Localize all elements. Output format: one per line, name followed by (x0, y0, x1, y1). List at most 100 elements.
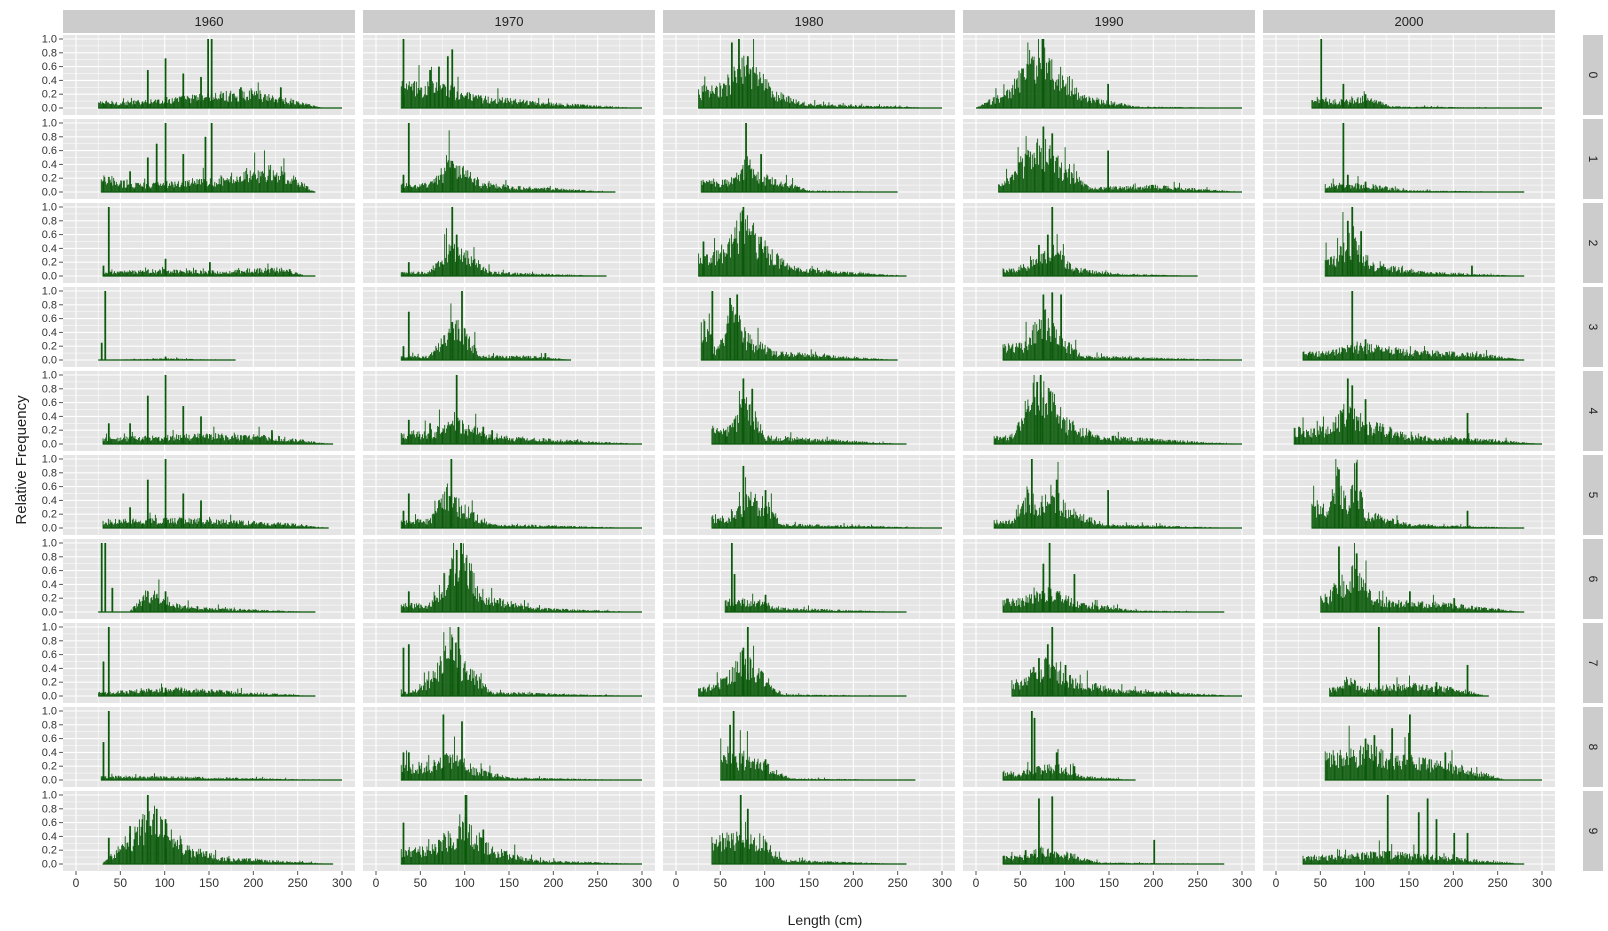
histogram-bar (167, 596, 169, 612)
histogram-bar (318, 106, 320, 108)
histogram-bar (540, 103, 542, 108)
histogram-bar (203, 359, 205, 360)
histogram-bar (195, 851, 197, 864)
histogram-bar (538, 357, 540, 360)
histogram-bar (209, 435, 211, 444)
histogram-bar (146, 778, 147, 780)
histogram-bar (610, 527, 611, 528)
histogram-bar (462, 513, 464, 528)
histogram-bar (255, 436, 256, 444)
histogram-bar (514, 188, 516, 192)
histogram-bar (495, 693, 497, 696)
histogram-bar (540, 273, 542, 276)
histogram-bar (477, 356, 479, 360)
histogram-bar (248, 778, 250, 780)
histogram-bar (115, 850, 117, 864)
histogram-bar (529, 526, 531, 528)
histogram-bar (496, 773, 498, 780)
histogram-bar (433, 591, 435, 612)
histogram-bar (573, 190, 575, 192)
histogram-bar (571, 274, 572, 276)
histogram-bar (490, 602, 492, 612)
histogram-bar (538, 97, 540, 108)
histogram-bar (578, 526, 580, 528)
histogram-bar (554, 105, 556, 108)
histogram-bar (446, 345, 447, 360)
histogram-bar (296, 185, 298, 192)
histogram-bar (577, 190, 579, 192)
histogram-bar (162, 358, 164, 360)
histogram-bar (139, 775, 141, 780)
histogram-bar (266, 269, 268, 276)
histogram-bar (224, 692, 225, 696)
histogram-bar (464, 504, 466, 528)
histogram-bar (226, 608, 228, 612)
histogram-bar (406, 183, 408, 192)
histogram-bar (571, 609, 573, 612)
histogram-bar (421, 522, 423, 528)
histogram-bar (154, 805, 155, 864)
histogram-bar (113, 103, 115, 108)
histogram-bar (193, 98, 194, 108)
histogram-bar (154, 183, 155, 192)
histogram-bar (619, 442, 621, 444)
histogram-bar (563, 275, 564, 276)
histogram-bar (171, 777, 173, 780)
histogram-bar (106, 859, 108, 864)
histogram-bar (213, 691, 215, 696)
histogram-bar (523, 778, 525, 780)
histogram-bar (178, 96, 180, 108)
histogram-bar (497, 355, 499, 360)
histogram-bar (169, 778, 170, 780)
histogram-bar (508, 692, 509, 696)
histogram-bar (324, 443, 326, 444)
histogram-bar (258, 426, 260, 444)
histogram-bar (235, 692, 237, 696)
histogram-bar (281, 524, 283, 528)
histogram-bar (462, 680, 463, 696)
histogram-bar (477, 179, 479, 192)
histogram-bar (579, 275, 580, 276)
histogram-bar (233, 432, 235, 444)
histogram-bar (153, 182, 155, 192)
histogram-bar (408, 81, 410, 108)
histogram-bar (136, 439, 138, 444)
histogram-bar (491, 524, 493, 528)
histogram-bar (229, 93, 231, 108)
histogram-spike (104, 104, 107, 108)
histogram-bar (458, 761, 460, 780)
histogram-bar (464, 328, 466, 360)
histogram-bar (512, 101, 514, 108)
histogram-bar (206, 96, 208, 108)
histogram-bar (120, 522, 122, 528)
histogram-bar (279, 175, 281, 192)
histogram-spike (210, 39, 213, 108)
histogram-bar (273, 102, 275, 108)
histogram-bar (416, 769, 418, 780)
histogram-bar (556, 694, 558, 696)
histogram-bar (610, 443, 612, 444)
histogram-bar (115, 439, 116, 444)
histogram-bar (602, 107, 603, 108)
histogram-bar (225, 435, 227, 444)
histogram-bar (268, 269, 270, 276)
histogram-bar (541, 693, 543, 696)
histogram-bar (573, 274, 575, 276)
histogram-bar (321, 527, 323, 528)
histogram-bar (421, 685, 423, 696)
histogram-bar (562, 274, 564, 276)
histogram-bar (318, 527, 320, 528)
histogram-bar (278, 610, 280, 612)
histogram-bar (262, 523, 264, 528)
histogram-bar (122, 439, 123, 444)
histogram-bar (234, 860, 236, 864)
histogram-bar (191, 519, 193, 528)
histogram-bar (484, 433, 486, 444)
histogram-bar (532, 525, 534, 528)
histogram-bar (543, 187, 545, 192)
histogram-bar (590, 610, 592, 612)
histogram-bar (194, 269, 196, 276)
histogram-bar (274, 272, 276, 276)
histogram-bar (469, 513, 471, 528)
histogram-bar (511, 604, 513, 612)
